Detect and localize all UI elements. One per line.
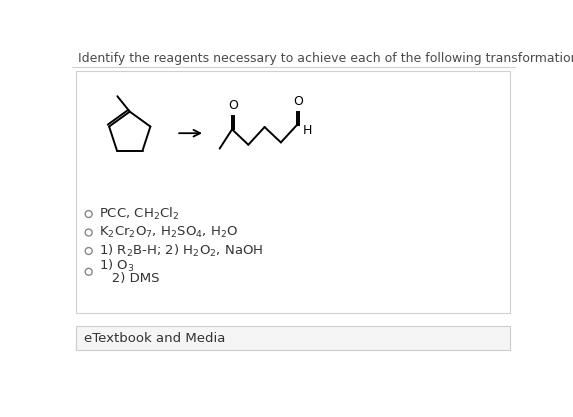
Text: Identify the reagents necessary to achieve each of the following transformations: Identify the reagents necessary to achie… [78, 52, 573, 65]
FancyBboxPatch shape [76, 71, 511, 314]
Text: 1) R$_2$B-H; 2) H$_2$O$_2$, NaOH: 1) R$_2$B-H; 2) H$_2$O$_2$, NaOH [99, 243, 263, 259]
Text: H: H [303, 124, 312, 137]
Text: K$_2$Cr$_2$O$_7$, H$_2$SO$_4$, H$_2$O: K$_2$Cr$_2$O$_7$, H$_2$SO$_4$, H$_2$O [99, 225, 238, 240]
Text: 2) DMS: 2) DMS [99, 272, 159, 285]
Text: 1) O$_3$: 1) O$_3$ [99, 259, 134, 274]
Text: O: O [228, 99, 238, 113]
Text: eTextbook and Media: eTextbook and Media [84, 332, 225, 344]
Text: O: O [293, 95, 303, 108]
FancyBboxPatch shape [76, 326, 511, 350]
Text: PCC, CH$_2$Cl$_2$: PCC, CH$_2$Cl$_2$ [99, 206, 179, 222]
